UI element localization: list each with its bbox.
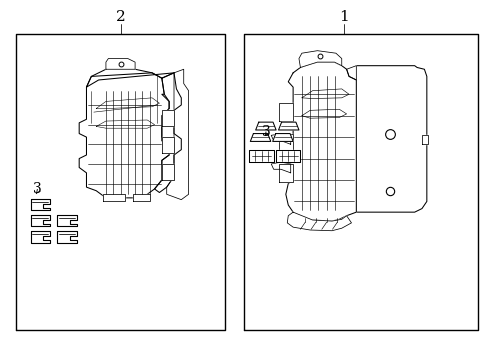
Polygon shape bbox=[162, 111, 174, 126]
Polygon shape bbox=[271, 134, 290, 144]
Polygon shape bbox=[103, 194, 125, 202]
Polygon shape bbox=[356, 66, 426, 212]
Polygon shape bbox=[276, 150, 300, 162]
Polygon shape bbox=[79, 64, 169, 198]
Text: 3: 3 bbox=[262, 125, 270, 139]
Polygon shape bbox=[285, 62, 356, 221]
Polygon shape bbox=[346, 66, 356, 80]
Polygon shape bbox=[106, 59, 135, 69]
Text: 1: 1 bbox=[339, 10, 348, 24]
Polygon shape bbox=[162, 137, 174, 153]
Polygon shape bbox=[421, 135, 427, 144]
Polygon shape bbox=[30, 199, 50, 210]
Polygon shape bbox=[132, 194, 149, 202]
Polygon shape bbox=[57, 215, 77, 226]
Polygon shape bbox=[278, 164, 292, 182]
Polygon shape bbox=[30, 231, 50, 243]
Polygon shape bbox=[278, 122, 298, 130]
Polygon shape bbox=[278, 103, 292, 121]
Text: 3: 3 bbox=[33, 182, 42, 196]
Polygon shape bbox=[250, 134, 270, 141]
Polygon shape bbox=[249, 150, 273, 162]
Polygon shape bbox=[166, 69, 188, 200]
Polygon shape bbox=[298, 51, 341, 67]
Polygon shape bbox=[154, 73, 181, 193]
Polygon shape bbox=[86, 73, 174, 87]
Polygon shape bbox=[271, 162, 290, 173]
Polygon shape bbox=[287, 212, 351, 231]
Polygon shape bbox=[272, 134, 292, 141]
Polygon shape bbox=[278, 134, 292, 152]
Polygon shape bbox=[255, 122, 276, 130]
Polygon shape bbox=[162, 164, 174, 180]
Polygon shape bbox=[57, 231, 77, 243]
Polygon shape bbox=[30, 215, 50, 226]
Text: 2: 2 bbox=[115, 10, 125, 24]
